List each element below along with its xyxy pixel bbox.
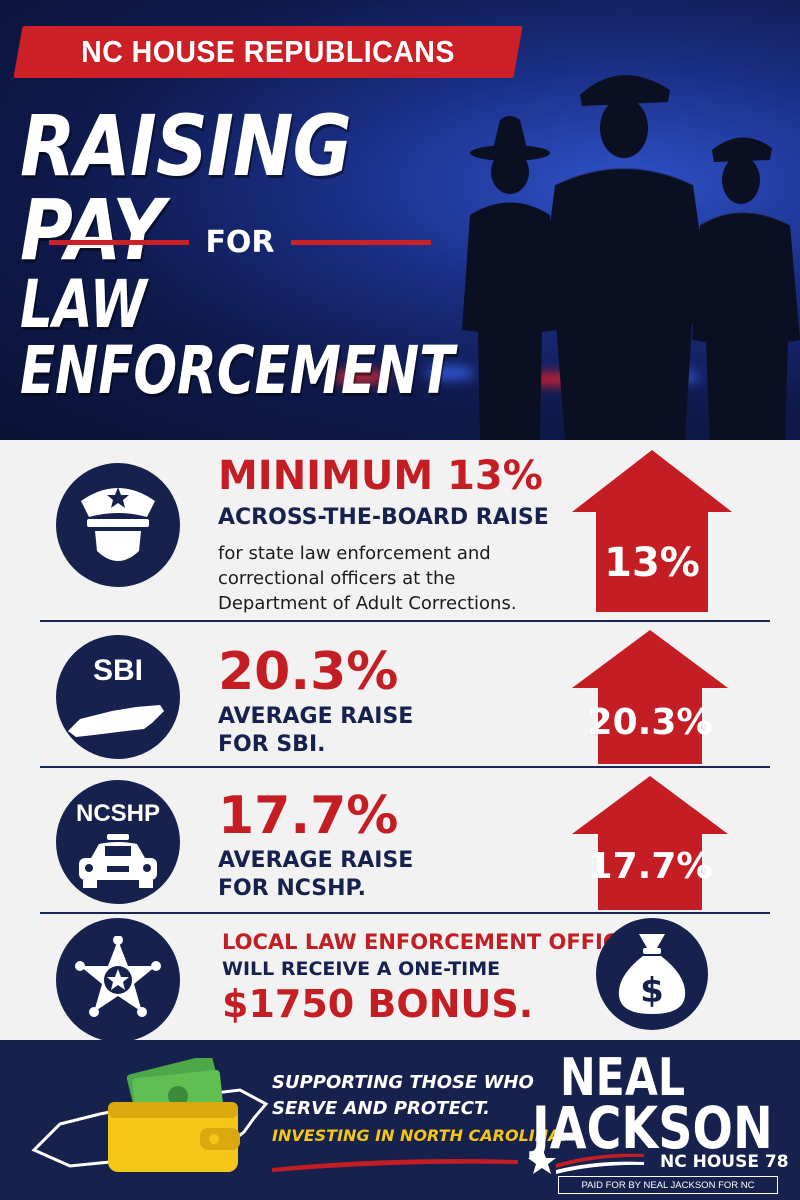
title-raising-pay: RAISING PAY bbox=[20, 97, 352, 279]
row1-arrow-value: 13% bbox=[604, 540, 700, 586]
officers-silhouette bbox=[462, 75, 800, 440]
row1-desc-line: for state law enforcement and bbox=[218, 543, 491, 564]
police-light-red bbox=[520, 374, 590, 384]
title-for: FOR bbox=[205, 224, 275, 260]
row1-headline: MINIMUM 13% bbox=[218, 453, 543, 499]
ncshp-label: NCSHP bbox=[75, 800, 160, 827]
red-swoosh bbox=[272, 1159, 518, 1172]
divider-line bbox=[49, 239, 190, 245]
candidate-last-name: JACKSON bbox=[532, 1094, 773, 1162]
footer-tagline-3: INVESTING IN NORTH CAROLINA. bbox=[272, 1126, 567, 1145]
nc-map-icon bbox=[68, 705, 164, 737]
up-arrow-icon bbox=[572, 776, 728, 910]
row1-desc-line: Department of Adult Corrections. bbox=[218, 593, 517, 614]
patrol-car-icon bbox=[79, 834, 157, 888]
sbi-label: SBI bbox=[92, 654, 143, 687]
row-divider bbox=[40, 766, 770, 768]
sheriff-star-circle bbox=[56, 918, 180, 1042]
row4-line3: $1750 BONUS. bbox=[222, 982, 534, 1026]
money-bag-circle: $ bbox=[596, 918, 708, 1030]
police-cap-badge-icon bbox=[56, 463, 180, 587]
row3-arrow-value: 17.7% bbox=[587, 846, 713, 887]
row4-line1: LOCAL LAW ENFORCEMENT OFFICERS bbox=[222, 930, 664, 954]
row2-arrow-value: 20.3% bbox=[587, 702, 713, 743]
row1-subhead: ACROSS-THE-BOARD RAISE bbox=[218, 505, 549, 530]
ncshp-icon-circle bbox=[56, 780, 180, 904]
row3-headline: 17.7% bbox=[218, 786, 399, 846]
divider-line bbox=[290, 239, 431, 245]
up-arrow-icon bbox=[572, 450, 732, 612]
sbi-icon-circle bbox=[56, 635, 180, 759]
sheriff-star-icon bbox=[75, 936, 161, 1017]
row4-line2: WILL RECEIVE A ONE-TIME bbox=[222, 958, 501, 980]
row3-subhead-line: FOR NCSHP. bbox=[218, 876, 366, 901]
paid-for-disclaimer: PAID FOR BY NEAL JACKSON FOR NC bbox=[558, 1176, 778, 1194]
banner-text: NC HOUSE REPUBLICANS bbox=[81, 34, 455, 69]
footer-tagline-2: SERVE AND PROTECT. bbox=[272, 1098, 491, 1119]
police-light-red bbox=[330, 372, 390, 382]
row2-subhead-line: FOR SBI. bbox=[218, 732, 326, 757]
row2-headline: 20.3% bbox=[218, 642, 399, 702]
row2-subhead-line: AVERAGE RAISE bbox=[218, 704, 414, 729]
footer: SUPPORTING THOSE WHO SERVE AND PROTECT. … bbox=[0, 1040, 800, 1200]
row3-subhead-line: AVERAGE RAISE bbox=[218, 848, 414, 873]
star-swoosh-icon bbox=[528, 1148, 644, 1174]
header-hero: NC HOUSE REPUBLICANS RAISING PAY FOR LAW… bbox=[0, 0, 800, 440]
svg-text:$: $ bbox=[640, 971, 664, 1011]
row-divider bbox=[40, 620, 770, 622]
footer-tagline-1: SUPPORTING THOSE WHO bbox=[272, 1072, 534, 1093]
row1-desc-line: correctional officers at the bbox=[218, 568, 456, 589]
candidate-first-name: NEAL bbox=[560, 1048, 685, 1108]
up-arrow-icon bbox=[572, 630, 728, 764]
candidate-district: NC HOUSE 78 bbox=[660, 1152, 789, 1172]
wallet-cash-icon bbox=[108, 1058, 240, 1172]
title-law-enforcement: LAW ENFORCEMENT bbox=[20, 266, 455, 409]
row-divider bbox=[40, 912, 770, 914]
title-for-row: FOR bbox=[30, 222, 450, 262]
money-bag-icon: $ bbox=[618, 934, 686, 1014]
police-light-blue bbox=[425, 368, 475, 378]
